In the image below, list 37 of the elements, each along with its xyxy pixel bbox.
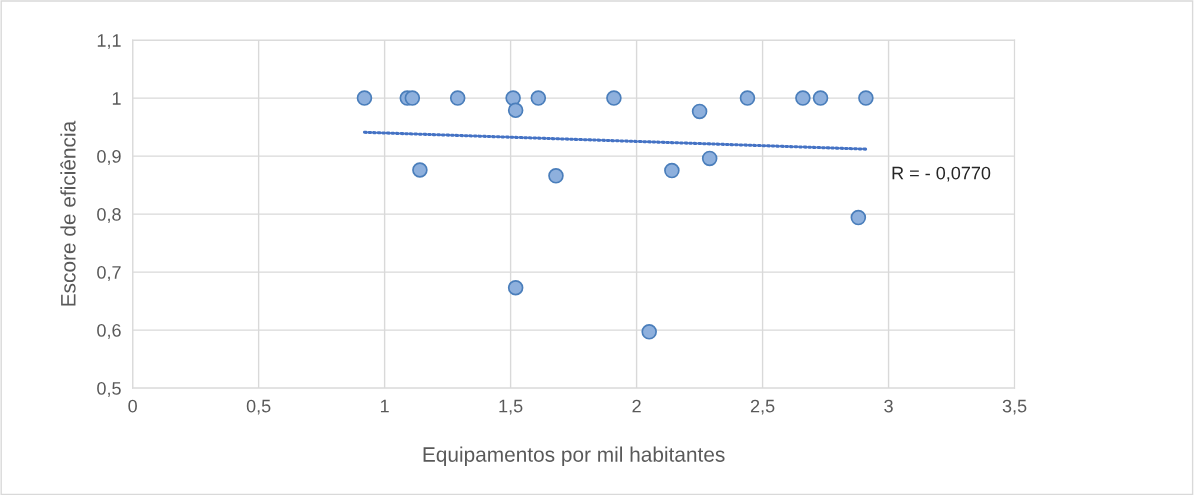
x-axis-title: Equipamentos por mil habitantes: [423, 446, 725, 466]
x-tick-label: 1,5: [499, 399, 523, 415]
x-tick-label: 3: [884, 399, 893, 413]
point: [701, 150, 718, 167]
y-tick-label: 0,7: [97, 266, 121, 281]
x-tick-label: 1: [380, 399, 389, 413]
y-axis-title: Escore de eficiência: [60, 120, 76, 306]
y-tick-label: 1,1: [97, 34, 121, 49]
point: [356, 90, 373, 106]
y-tick-label: 0,6: [97, 324, 121, 339]
point: [507, 279, 524, 296]
point: [641, 324, 657, 340]
x-tick-label: 2: [632, 399, 641, 413]
point: [795, 90, 811, 106]
point: [412, 162, 428, 178]
x-tick-label: 0,5: [246, 399, 271, 415]
point: [606, 90, 622, 106]
annotation: R = - 0,0770: [892, 166, 991, 182]
point: [739, 90, 756, 106]
point: [530, 90, 547, 106]
point: [548, 168, 564, 184]
point: [449, 90, 466, 106]
y-tick-label: 0,5: [97, 382, 121, 397]
point: [691, 103, 708, 120]
point: [850, 209, 867, 226]
y-tick-label: 0,8: [97, 208, 121, 223]
y-tick-label: 1: [112, 92, 121, 105]
point: [507, 102, 524, 119]
point: [858, 90, 874, 106]
point: [505, 90, 521, 106]
point: [664, 162, 680, 179]
x-tick-label: 0: [128, 399, 137, 413]
point: [404, 90, 421, 106]
point: [812, 90, 829, 106]
x-tick-label: 3,5: [1002, 399, 1027, 415]
y-tick-label: 0,9: [97, 150, 121, 165]
x-tick-label: 2,5: [750, 399, 775, 415]
